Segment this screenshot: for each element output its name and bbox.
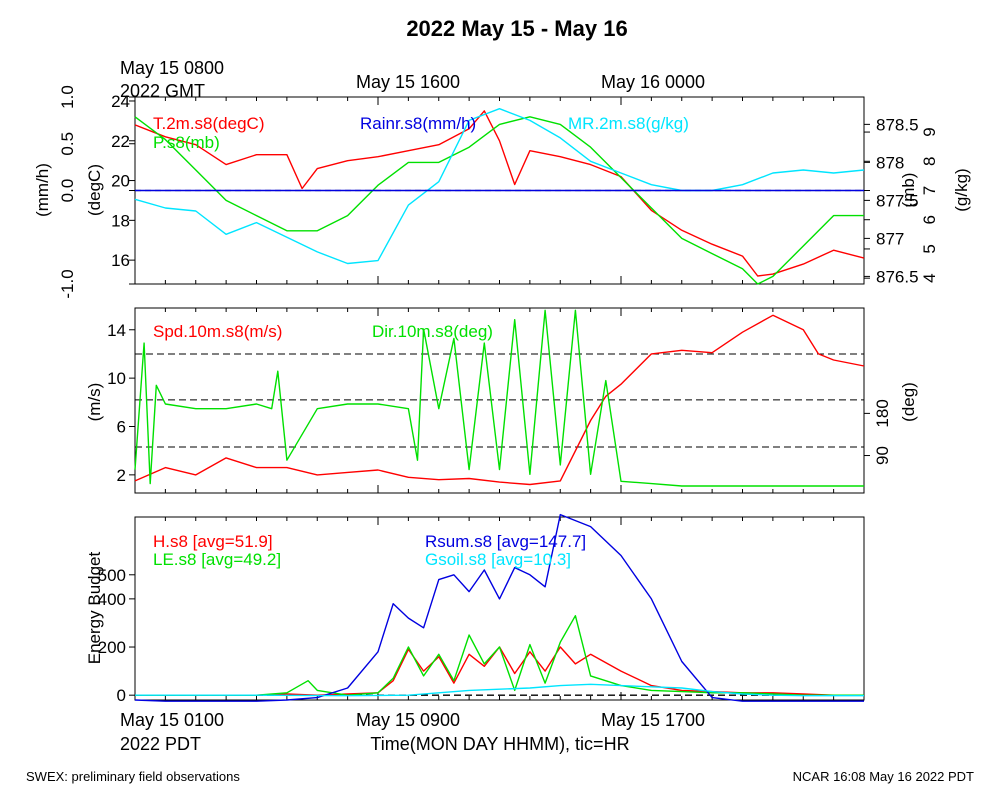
legend-rain-rate: Rainr.s8(mm/h)	[360, 114, 476, 133]
legend-soil-heat: Gsoil.s8 [avg=10.3]	[425, 550, 571, 569]
y-tick-label: 877.5	[876, 191, 919, 210]
y-tick-label: 20	[111, 172, 130, 191]
speed-axis-label: (m/s)	[85, 383, 104, 422]
y-tick-label: 16	[111, 251, 130, 270]
y-tick-label: -1.0	[58, 269, 77, 298]
y-tick-label: 878	[876, 153, 904, 172]
y-tick-label: 0.0	[58, 179, 77, 203]
y-tick-label: 24	[111, 92, 130, 111]
y-tick-label: 10	[107, 369, 126, 388]
bottom-axis-label-2: May 15 1700	[601, 710, 705, 730]
panel-2: (m/s) 14 10 6 2 (deg) 180 90 Spd.10m.s8(m/s)…	[85, 307, 918, 494]
series-line-rsum	[134, 513, 864, 702]
panel-2-tick-marks	[134, 308, 865, 493]
top-axis-label-2: May 16 0000	[601, 72, 705, 92]
y-tick-label: 6	[117, 417, 126, 436]
series-line-h	[135, 646, 864, 696]
speed-axis-ticks: 14 10 6 2	[107, 321, 135, 485]
panel-2-series	[134, 309, 865, 487]
bottom-axis-first-label-line2: 2022 PDT	[120, 734, 201, 754]
panel-1: (mm/h) (degC) 1.0 0.5 0.0 -1.0 24 22 20 18 16 (…	[33, 85, 971, 298]
legend-mixing-ratio: MR.2m.s8(g/kg)	[568, 114, 689, 133]
y-tick-label: 0	[117, 686, 126, 705]
y-tick-label: 878.5	[876, 115, 919, 134]
top-axis-label-1: May 15 1600	[356, 72, 460, 92]
y-tick-label: 1.0	[58, 85, 77, 109]
y-tick-label: 5	[920, 244, 939, 253]
temp-axis-label: (degC)	[85, 164, 104, 216]
series-line-dir	[134, 309, 864, 487]
mr-axis-ticks: 9 8 7 6 5 4	[864, 127, 939, 283]
panel-1-tick-marks	[134, 97, 865, 284]
y-tick-label: 180	[873, 399, 892, 427]
panel-2-dashed-lines	[135, 353, 864, 448]
y-tick-label: 2	[117, 466, 126, 485]
y-tick-label: 22	[111, 132, 130, 151]
panel-3-series	[134, 513, 864, 702]
rain-axis-label: (mm/h)	[33, 163, 52, 217]
legend-sensible-heat: H.s8 [avg=51.9]	[153, 532, 273, 551]
y-tick-label: 0.5	[58, 132, 77, 156]
footer-left: SWEX: preliminary field observations	[26, 769, 240, 784]
y-tick-label: 877	[876, 229, 904, 248]
y-tick-label: 90	[873, 446, 892, 465]
direction-axis-label: (deg)	[899, 382, 918, 422]
y-tick-label: 6	[920, 215, 939, 224]
y-tick-label: 200	[98, 638, 126, 657]
top-axis-first-label-line2: 2022 GMT	[120, 81, 205, 101]
legend-latent-heat: LE.s8 [avg=49.2]	[153, 550, 281, 569]
legend-temperature: T.2m.s8(degC)	[153, 114, 264, 133]
series-line-spd	[134, 314, 865, 486]
pres-axis-label: (mb)	[899, 173, 918, 208]
chart-title: 2022 May 15 - May 16	[406, 16, 627, 41]
y-tick-label: 7	[920, 186, 939, 195]
mr-axis-label: (g/kg)	[952, 168, 971, 211]
series-line-t	[134, 110, 865, 277]
footer-right: NCAR 16:08 May 16 2022 PDT	[793, 769, 974, 784]
energy-axis-label: Energy Budget	[85, 551, 104, 664]
pres-axis-ticks: 878.5 878 877.5 877 876.5	[864, 115, 919, 286]
y-tick-label: 500	[98, 566, 126, 585]
legend-wind-direction: Dir.10m.s8(deg)	[372, 322, 493, 341]
y-tick-label: 14	[107, 321, 126, 340]
legend-net-radiation: Rsum.s8 [avg=147.7]	[425, 532, 586, 551]
y-tick-label: 8	[920, 157, 939, 166]
energy-axis-ticks: 500 400 200 0	[98, 566, 135, 705]
series-line-mr	[134, 107, 865, 265]
temp-axis-ticks: 24 22 20 18 16	[111, 92, 135, 270]
legend-pressure: P.s8(mb)	[153, 133, 220, 152]
series-line-p	[134, 116, 864, 285]
x-axis-title: Time(MON DAY HHMM), tic=HR	[370, 734, 629, 754]
y-tick-label: 400	[98, 590, 126, 609]
series-line-le	[135, 615, 864, 696]
y-tick-label: 9	[920, 127, 939, 136]
y-tick-label: 4	[920, 273, 939, 282]
top-axis-first-label-line1: May 15 0800	[120, 58, 224, 78]
y-tick-label: 18	[111, 211, 130, 230]
legend-wind-speed: Spd.10m.s8(m/s)	[153, 322, 282, 341]
direction-axis-ticks: 180 90	[864, 399, 892, 465]
series-line-gsoil	[135, 683, 864, 697]
y-tick-label: 876.5	[876, 267, 919, 286]
rain-axis-ticks: 1.0 0.5 0.0 -1.0	[58, 85, 135, 299]
bottom-axis-first-label-line1: May 15 0100	[120, 710, 224, 730]
bottom-axis-label-1: May 15 0900	[356, 710, 460, 730]
panel-1-series	[134, 107, 865, 285]
panel-3: Energy Budget 500 400 200 0 H.s8 [avg=51.9]…	[85, 513, 865, 705]
